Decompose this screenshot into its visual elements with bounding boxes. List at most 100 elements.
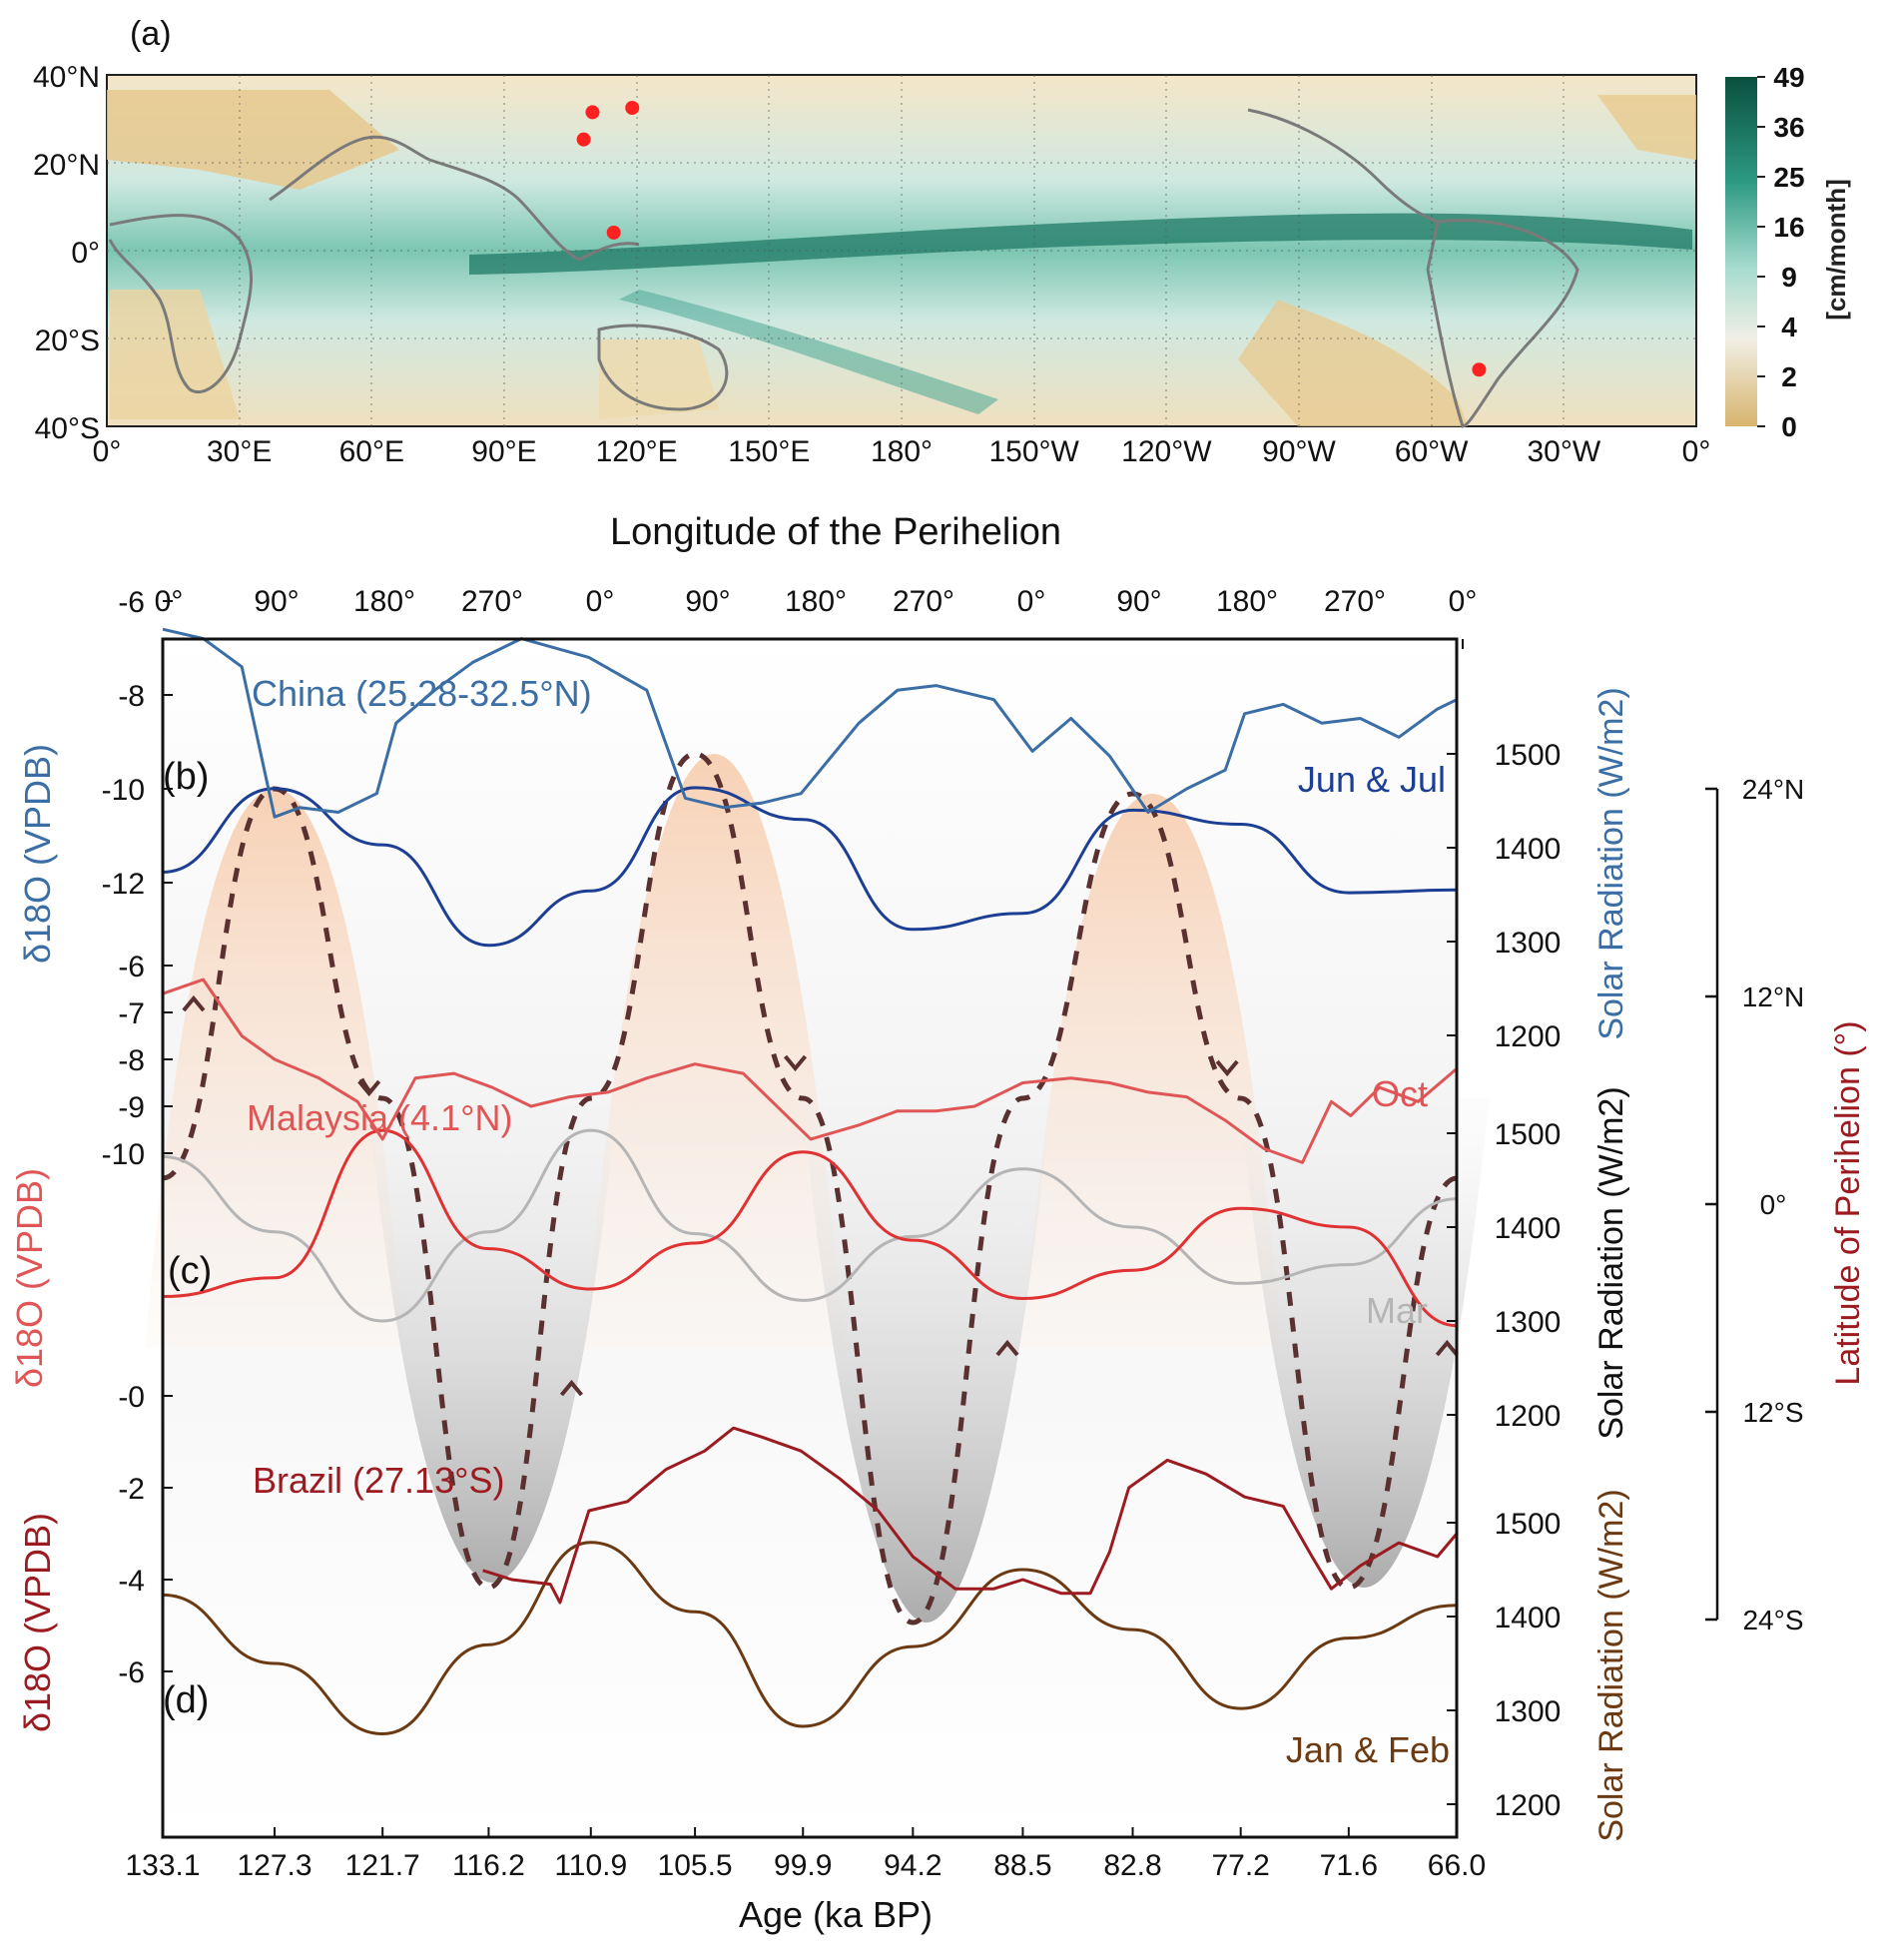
right-axis-b: 1500 1400 1300 1200 xyxy=(1447,739,1561,1053)
right-tick-label: 1400 xyxy=(1495,1212,1562,1245)
latitude-tick-label: 24°N xyxy=(1742,774,1805,805)
africa-coast xyxy=(108,214,253,393)
australia-dry xyxy=(599,339,719,419)
top-tick-label: 90° xyxy=(685,585,730,618)
map-lon-tick-label: 150°W xyxy=(988,435,1079,468)
map-lat-tick-label: 40°N xyxy=(33,61,100,94)
latitude-tick-label: 24°S xyxy=(1742,1605,1803,1635)
top-tick-label: 180° xyxy=(353,585,415,618)
left-tick-label: -8 xyxy=(118,1044,145,1077)
ylabel-d: δ18O (VPDB) xyxy=(17,1513,58,1732)
china-site-label: China (25.28-32.5°N) xyxy=(252,673,592,714)
right-tick-label: 1500 xyxy=(1495,1118,1562,1151)
china-site-3-marker xyxy=(576,132,591,147)
top-tick-label: 180° xyxy=(785,585,847,618)
right-ylabel-d: Solar Radiation (W/m2) xyxy=(1592,1489,1630,1841)
series-jan-feb-insolation xyxy=(162,1541,1458,1735)
map-lon-tick-label: 0° xyxy=(93,435,122,468)
colorbar-tick-label: 2 xyxy=(1781,361,1797,392)
n-atlantic-dry xyxy=(1597,95,1696,160)
colorbar-tick-label: 9 xyxy=(1781,262,1797,293)
bottom-tick-label: 110.9 xyxy=(554,1849,627,1882)
jan-feb-label: Jan & Feb xyxy=(1286,1729,1450,1770)
top-tick-label: 0° xyxy=(1017,585,1046,618)
right-tick-label: 1200 xyxy=(1495,1400,1562,1433)
map-lon-tick-label: 150°E xyxy=(728,435,810,468)
map-lat-tick-label: 20°N xyxy=(33,149,100,182)
latitude-tick-label: 0° xyxy=(1760,1189,1787,1220)
brazil-site-label: Brazil (27.13°S) xyxy=(253,1460,505,1501)
left-axis-d: -6 -4 -2 -0 xyxy=(118,1381,173,1689)
panel-label-b: (b) xyxy=(163,756,209,798)
colorbar-tick-label: 25 xyxy=(1773,162,1804,193)
arabia-coast xyxy=(269,135,430,202)
perihelion-dashed-line xyxy=(162,751,1458,1626)
right-tick-label: 1300 xyxy=(1495,1695,1562,1728)
colorbar-gradient xyxy=(1725,77,1757,426)
cool-shade-2 xyxy=(801,1098,1051,1623)
map-lon-tick-label: 90°E xyxy=(471,435,536,468)
china-site-2-marker xyxy=(625,101,640,115)
bottom-tick-label: 77.2 xyxy=(1211,1849,1269,1882)
bottom-axis-title: Age (ka BP) xyxy=(739,1894,933,1935)
australia-coast xyxy=(597,324,729,411)
perihelion-shading xyxy=(145,754,1490,1623)
map-lon-tick-label: 60°E xyxy=(339,435,404,468)
left-tick-label: -10 xyxy=(102,774,145,807)
colorbar-tick-label: 0 xyxy=(1781,411,1797,442)
colorbar-tick-label: 16 xyxy=(1773,212,1804,243)
left-tick-label: -0 xyxy=(118,1381,145,1414)
top-axis-title: Longitude of the Perihelion xyxy=(610,511,1061,553)
map-lon-tick-label: 30°E xyxy=(207,435,272,468)
series-jun-jul-insolation xyxy=(162,786,1458,948)
ylabel-b: δ18O (VPDB) xyxy=(17,744,58,964)
left-tick-label: -6 xyxy=(118,586,145,619)
top-tick-label: 90° xyxy=(1116,585,1161,618)
bottom-tick-label: 88.5 xyxy=(993,1849,1051,1882)
right-tick-label: 1500 xyxy=(1495,739,1562,772)
colorbar-tick-label: 49 xyxy=(1773,62,1804,93)
colorbar: 49 36 25 16 9 4 2 0 [cm/month] xyxy=(1725,62,1851,442)
left-tick-label: -7 xyxy=(118,997,145,1030)
central-america-coast xyxy=(1247,108,1439,224)
south-america-coast xyxy=(1426,219,1579,428)
perihelion-arrowhead xyxy=(357,1079,381,1097)
right-ylabel-c: Solar Radiation (W/m2) xyxy=(1592,1086,1630,1439)
bottom-tick-label: 116.2 xyxy=(452,1849,525,1882)
malaysia-site-label: Malaysia (4.1°N) xyxy=(247,1097,512,1138)
colorbar-tick-label: 36 xyxy=(1773,112,1804,143)
bottom-tick-label: 66.0 xyxy=(1428,1849,1486,1882)
series-oct-insolation xyxy=(162,1128,1458,1328)
top-tick-label: 270° xyxy=(893,585,954,618)
map-lat-tick-label: 20°S xyxy=(35,325,100,357)
map-site-markers xyxy=(576,101,1487,377)
top-tick-label: 0° xyxy=(1449,585,1478,618)
bottom-tick-label: 82.8 xyxy=(1103,1849,1161,1882)
right-tick-label: 1500 xyxy=(1495,1508,1562,1541)
perihelion-arrowhead xyxy=(559,1379,584,1397)
bottom-tick-label: 133.1 xyxy=(125,1849,200,1882)
perihelion-arrowhead xyxy=(182,994,206,1012)
series-brazil-d18o xyxy=(482,1426,1459,1605)
map-lat-tick-label: 0° xyxy=(71,237,100,270)
map-lon-tick-label: 60°W xyxy=(1395,435,1469,468)
warm-shade-1 xyxy=(145,789,405,1348)
map-panel: 40°N 20°N 0° 20°S 40°S 0° 30°E 60°E 90°E 120°E 15… xyxy=(33,61,1710,468)
map-lat-ticks: 40°N 20°N 0° 20°S 40°S xyxy=(33,61,100,445)
bottom-tick-label: 105.5 xyxy=(658,1849,733,1882)
right-ylabel-b: Solar Radiation (W/m2) xyxy=(1592,687,1630,1039)
right-tick-label: 1200 xyxy=(1495,1789,1562,1822)
map-lon-tick-label: 120°W xyxy=(1121,435,1212,468)
left-tick-label: -12 xyxy=(102,868,145,901)
top-tick-label: 270° xyxy=(1324,585,1386,618)
itcz-band xyxy=(469,213,1692,275)
map-lon-tick-label: 120°E xyxy=(596,435,678,468)
top-axis-ticks: 0° 90° 180° 270° 0° 90° 180° 270° 0° 90° 180° 270° 0… xyxy=(155,585,1478,649)
left-tick-label: -9 xyxy=(118,1091,145,1124)
top-tick-label: 270° xyxy=(461,585,523,618)
series-lines xyxy=(162,627,1459,1735)
coastlines xyxy=(108,108,1579,428)
left-axis-c: -10 -9 -8 -7 -6 xyxy=(102,951,173,1171)
series-malaysia-d18o xyxy=(162,978,1458,1164)
left-tick-label: -6 xyxy=(118,951,145,983)
